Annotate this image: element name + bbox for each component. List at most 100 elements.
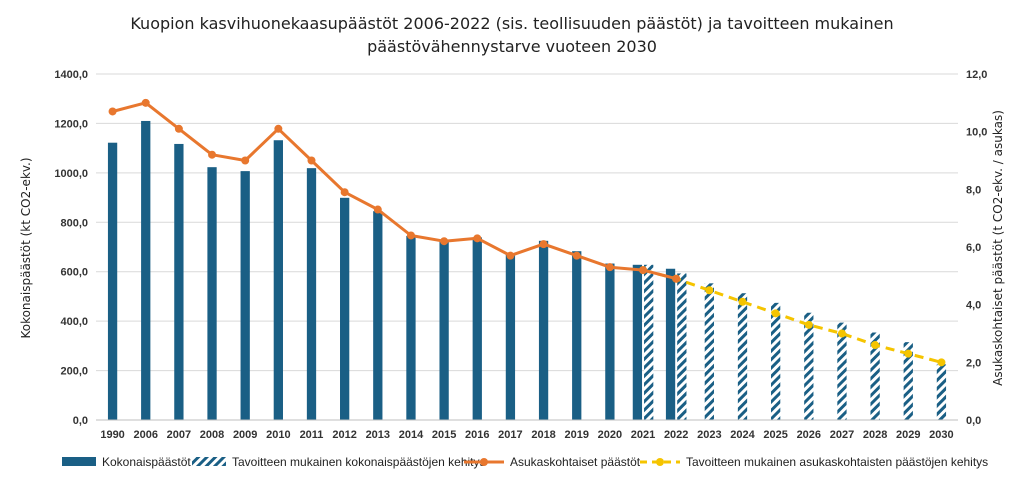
- asukaskohtaiset-point: [672, 274, 681, 283]
- tavoite-asukaskohtaiset-point: [937, 358, 946, 367]
- bar-tavoite-kokonais: [644, 264, 654, 420]
- legend-swatch-marker: [656, 458, 664, 466]
- asukaskohtaiset-line: [112, 101, 677, 281]
- legend: Kokonaispäästöt Tavoitteen mukainen kokon…: [62, 455, 988, 469]
- bar-tavoite-kokonais: [837, 322, 847, 420]
- bar-kokonaispaastot: [572, 251, 582, 420]
- x-tick-label: 2017: [498, 429, 522, 441]
- x-tick-label: 2008: [200, 429, 224, 441]
- tavoite-asukaskohtaiset-line: [642, 268, 942, 364]
- x-tick-label: 2029: [896, 429, 920, 441]
- bar-kokonaispaastot: [472, 237, 482, 420]
- x-tick-label: 2007: [167, 429, 191, 441]
- bar-kokonaispaastot: [632, 264, 643, 420]
- asukaskohtaiset-point: [572, 251, 581, 260]
- chart-title-line2: päästövähennystarve vuoteen 2030: [367, 37, 657, 56]
- bar-kokonaispaastot: [141, 120, 151, 420]
- asukaskohtaiset-point: [174, 124, 183, 133]
- legend-swatch-marker: [480, 458, 488, 466]
- x-tick-label: 2014: [399, 429, 424, 441]
- y-tick-label: 200,0: [60, 366, 88, 378]
- bar-kokonaispaastot: [107, 142, 118, 420]
- bar-kokonaispaastot: [207, 167, 217, 420]
- bar-kokonaispaastot: [605, 263, 615, 420]
- x-tick-label: 2021: [631, 429, 655, 441]
- legend-swatch-kokonaispaastot: [62, 457, 96, 466]
- tavoite-asukaskohtaiset-point: [804, 320, 813, 329]
- axis-ticks: 0,0 200,0 400,0 600,0 800,0 1000,0 1200,0 1400,…: [54, 69, 987, 441]
- legend-label: Asukaskohtaiset päästöt: [510, 455, 641, 469]
- x-tick-label: 2022: [664, 429, 688, 441]
- y2-tick-label: 2,0: [966, 357, 981, 369]
- y-tick-label: 0,0: [73, 415, 88, 427]
- y2-tick-label: 8,0: [966, 184, 981, 196]
- x-tick-label: 2010: [266, 429, 290, 441]
- bar-kokonaispaastot: [439, 240, 449, 420]
- bar-tavoite-kokonais: [936, 364, 947, 420]
- tavoite-asukaskohtaiset-point: [771, 309, 780, 318]
- x-tick-label: 2027: [830, 429, 854, 441]
- asukaskohtaiset-point: [506, 251, 515, 260]
- asukaskohtaiset-point: [274, 124, 283, 133]
- bar-tavoite-kokonais: [771, 302, 781, 420]
- tavoite-asukaskohtaiset-point: [871, 341, 880, 350]
- asukaskohtaiset-point: [440, 237, 449, 246]
- x-tick-label: 2019: [564, 429, 588, 441]
- y-tick-label: 1200,0: [54, 118, 88, 130]
- x-tick-label: 2024: [730, 429, 755, 441]
- y-tick-label: 1000,0: [54, 168, 88, 180]
- asukaskohtaiset-point: [639, 266, 648, 275]
- y2-axis-label: Asukaskohtaiset päästöt (t CO2-ekv. / as…: [991, 110, 1005, 386]
- y2-tick-label: 10,0: [966, 127, 987, 139]
- x-tick-label: 2018: [531, 429, 555, 441]
- bar-tavoite-kokonais: [677, 273, 687, 420]
- x-tick-label: 2025: [763, 429, 787, 441]
- x-tick-label: 2023: [697, 429, 721, 441]
- asukaskohtaiset-point: [406, 231, 415, 240]
- bar-kokonaispaastot: [665, 268, 676, 420]
- bar-tavoite-kokonais: [903, 342, 913, 420]
- bar-kokonaispaastot: [273, 140, 283, 420]
- y2-tick-label: 4,0: [966, 300, 981, 312]
- x-tick-label: 2006: [133, 429, 157, 441]
- x-tick-label: 2015: [432, 429, 456, 441]
- asukaskohtaiset-point: [141, 98, 150, 107]
- asukaskohtaiset-point: [340, 188, 349, 197]
- asukaskohtaiset-point: [241, 156, 250, 165]
- bar-kokonaispaastot: [340, 197, 350, 420]
- bar-kokonaispaastot: [174, 143, 184, 421]
- bar-tavoite-kokonais: [870, 332, 880, 420]
- lines: [108, 98, 946, 367]
- x-tick-label: 2011: [300, 429, 324, 441]
- bar-kokonaispaastot: [406, 235, 416, 420]
- x-tick-label: 2009: [233, 429, 257, 441]
- tavoite-asukaskohtaiset-point: [904, 349, 913, 358]
- y-tick-label: 800,0: [60, 217, 88, 229]
- legend-label: Kokonaispäästöt: [102, 455, 191, 469]
- bar-tavoite-kokonais: [804, 312, 814, 420]
- x-tick-label: 2016: [465, 429, 489, 441]
- bars: [107, 120, 947, 421]
- bar-kokonaispaastot: [538, 240, 549, 420]
- x-tick-label: 2020: [598, 429, 622, 441]
- x-tick-label: 2028: [863, 429, 887, 441]
- bar-kokonaispaastot: [505, 253, 516, 420]
- legend-label: Tavoitteen mukainen kokonaispäästöjen ke…: [232, 455, 486, 469]
- bar-kokonaispaastot: [373, 211, 383, 420]
- asukaskohtaiset-point: [539, 240, 548, 249]
- y2-tick-label: 12,0: [966, 69, 987, 81]
- asukaskohtaiset-point: [473, 234, 482, 243]
- tavoite-asukaskohtaiset-point: [705, 286, 714, 295]
- legend-swatch-tavoite-kokonais: [192, 457, 226, 466]
- legend-label: Tavoitteen mukainen asukaskohtaisten pää…: [686, 455, 988, 469]
- chart-title-line1: Kuopion kasvihuonekaasupäästöt 2006-2022…: [130, 14, 893, 33]
- bar-tavoite-kokonais: [704, 283, 714, 420]
- y-tick-label: 600,0: [60, 267, 88, 279]
- tavoite-asukaskohtaiset-point: [837, 329, 846, 338]
- y-tick-label: 400,0: [60, 316, 88, 328]
- bar-kokonaispaastot: [306, 168, 317, 420]
- y-axis-label: Kokonaispäästöt (kt CO2-ekv.): [19, 157, 33, 338]
- gridlines: [96, 73, 958, 421]
